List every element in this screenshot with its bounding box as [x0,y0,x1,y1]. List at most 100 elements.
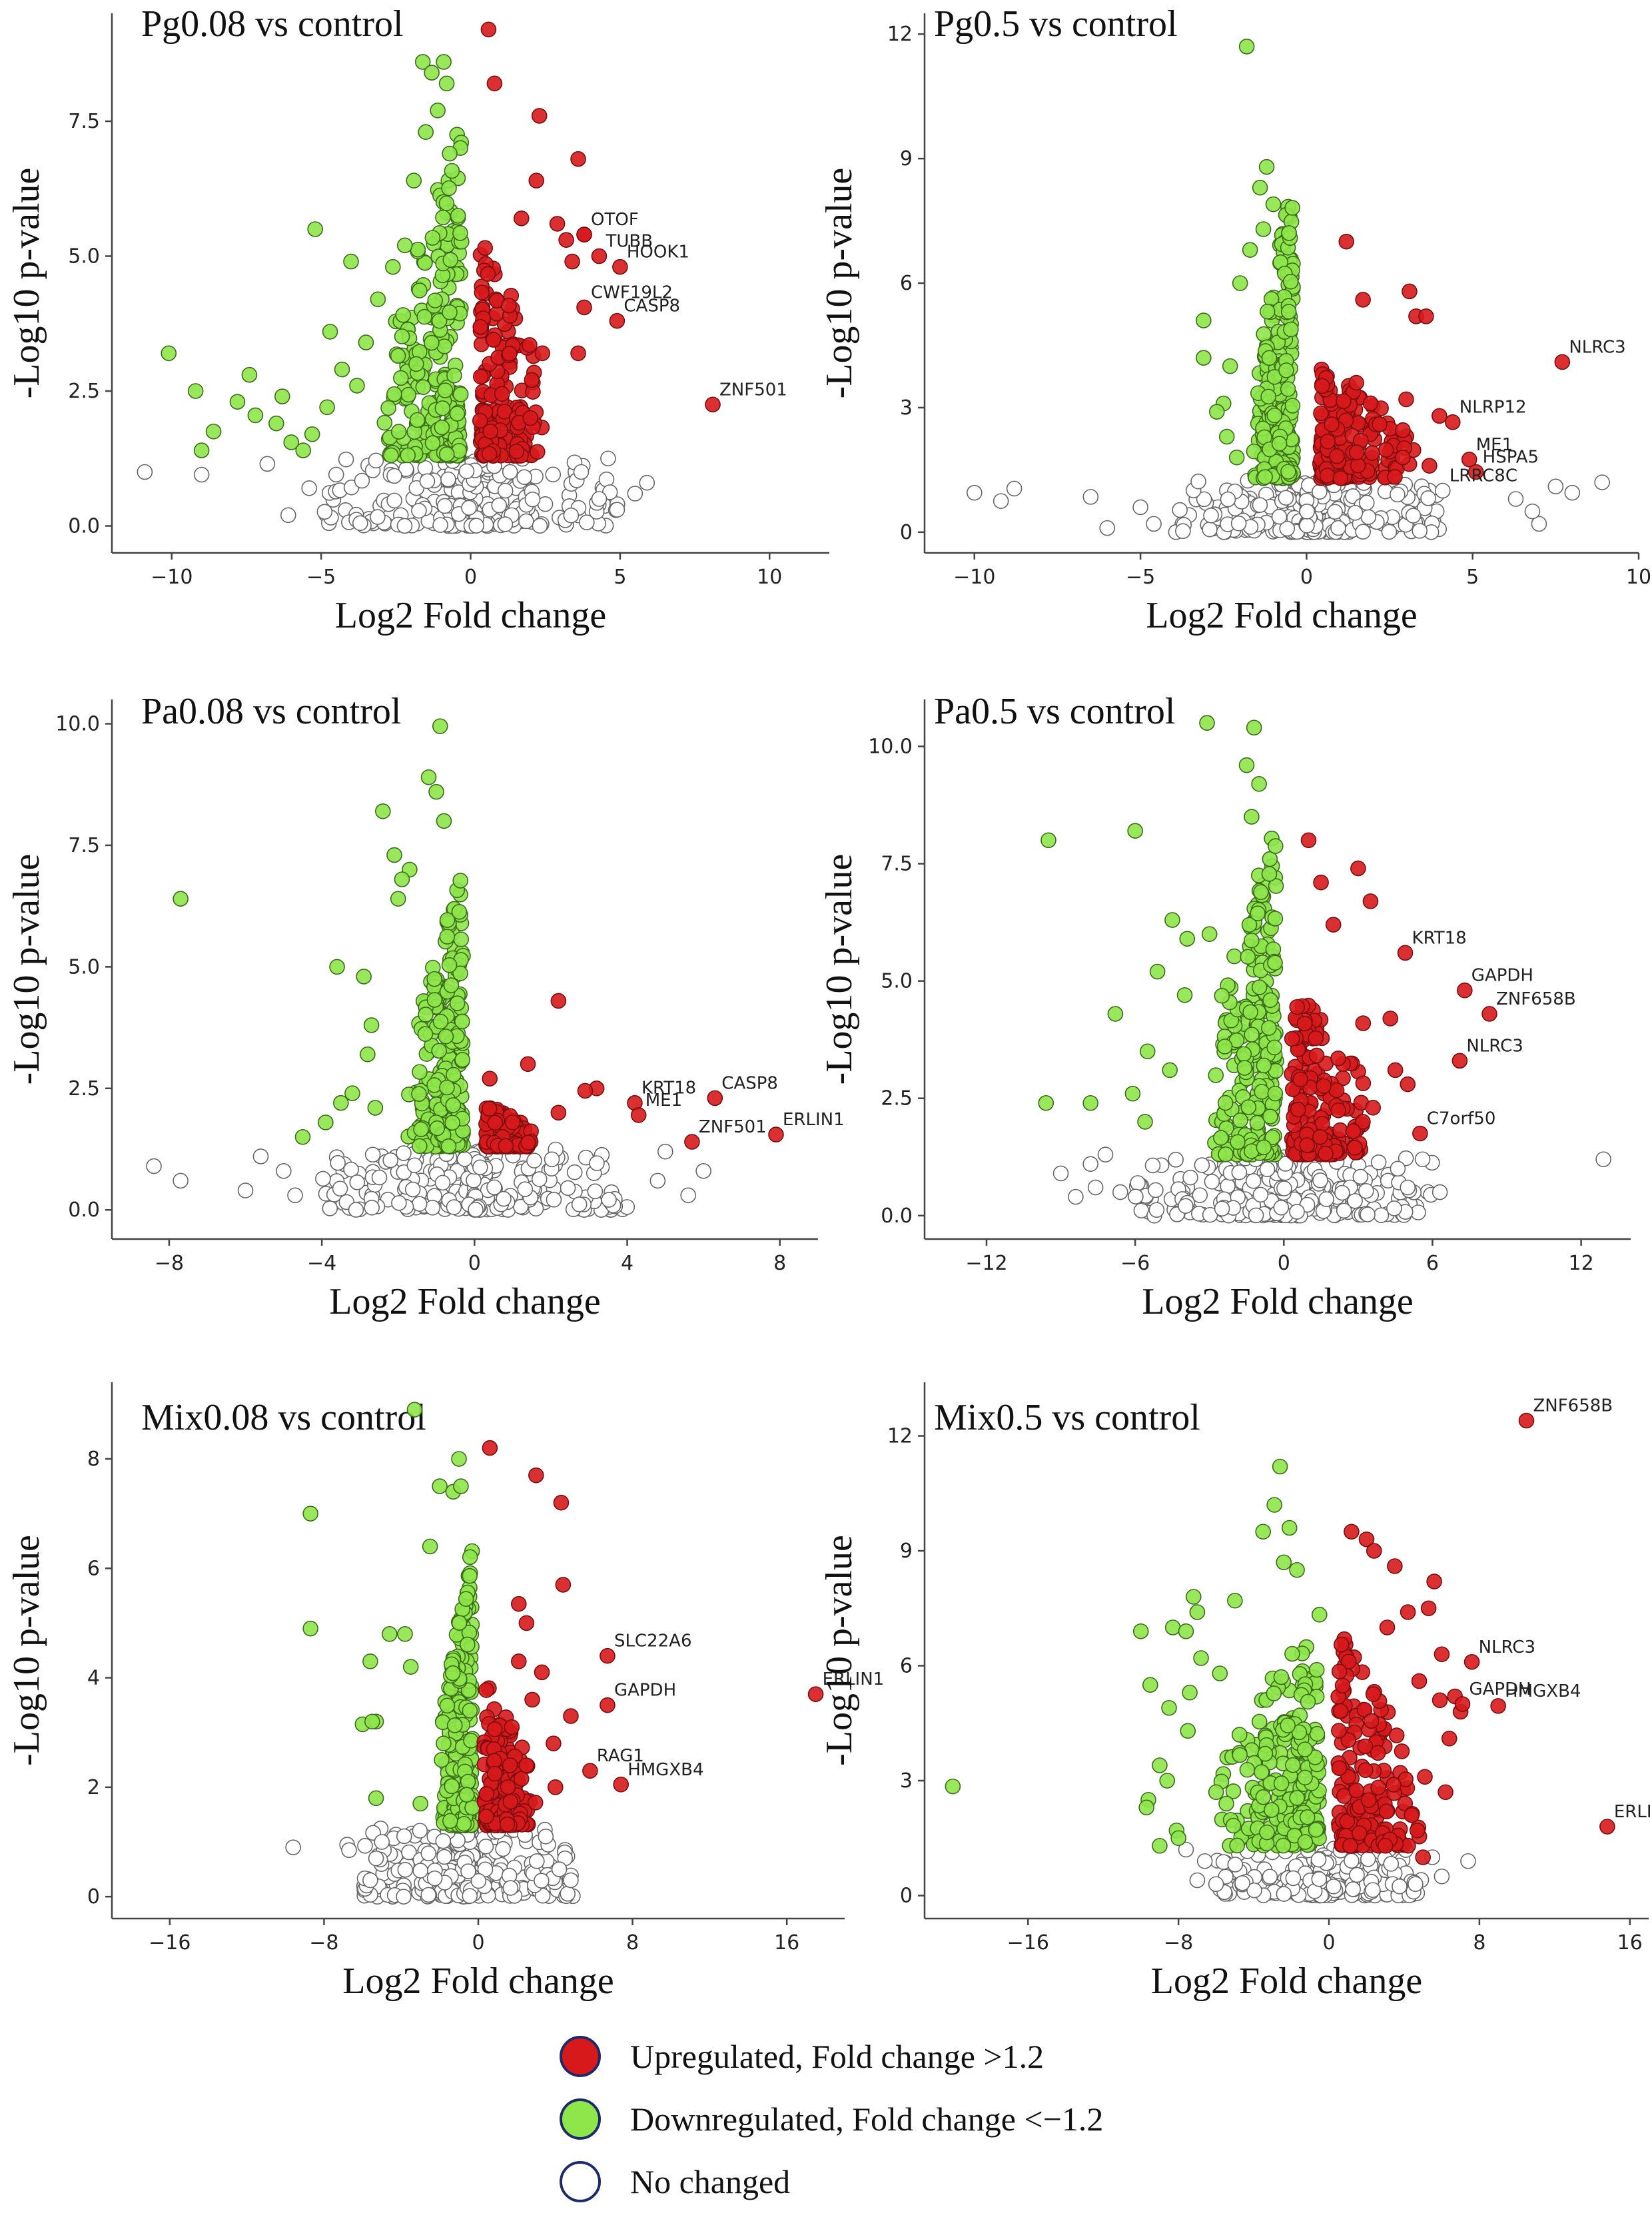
point-up [1331,1723,1347,1739]
point-up [518,1757,535,1773]
point-up [550,1105,567,1121]
point-down [1176,987,1193,1003]
point-down [438,1028,454,1045]
point-up [486,1765,503,1782]
point-down [1281,1520,1298,1536]
point-unchanged [1189,1872,1206,1889]
point-down [436,813,452,829]
point-unchanged [374,1834,390,1850]
point-up [1316,1078,1332,1095]
y-tick-label: 6 [900,1655,913,1678]
point-down [274,388,290,404]
point-up [510,1653,527,1669]
point-unchanged [1365,1882,1381,1898]
point-unchanged [566,1164,583,1180]
point-down [1255,1789,1272,1805]
point-down [440,1138,457,1154]
point-down [1179,931,1196,947]
point-up [1344,1524,1360,1540]
point-down [1251,1713,1268,1730]
point-unchanged [516,469,532,485]
point-down [329,959,345,975]
point-unchanged [396,1828,412,1845]
point-unchanged [137,464,153,480]
point-up [1320,434,1336,450]
x-tick-label: 0 [464,566,477,589]
point-unchanged [1310,1851,1327,1868]
point-down [1282,274,1299,290]
point-down [414,54,431,70]
point-unchanged [1276,1180,1292,1196]
x-axis-title: Log2 Fold change [1142,1281,1413,1322]
point-up [501,297,517,314]
point-unchanged [526,1152,542,1168]
point-down [343,253,359,270]
point-unchanged [1336,1202,1352,1219]
panel-title: Pg0.5 vs control [934,3,1178,45]
x-tick-label: −16 [149,1931,191,1955]
point-down [409,412,426,428]
y-tick-label: 10.0 [868,735,913,758]
point-unchanged [1412,523,1428,539]
point-down [1170,1830,1186,1847]
point-unchanged [1252,497,1268,513]
point-down [406,173,422,189]
point-up [1289,999,1306,1015]
point-down [1299,1809,1316,1825]
point-up [570,345,586,362]
point-unchanged [1148,1182,1164,1198]
point-down [1240,1099,1257,1115]
point-down [1261,866,1278,882]
point-up [1387,469,1403,485]
point-unchanged [1172,502,1188,518]
point-down [1283,321,1299,338]
y-tick-label: 5.0 [881,970,913,993]
point-down [1242,242,1258,258]
point-up [1420,1600,1437,1617]
point-unchanged [495,1841,511,1857]
point-unchanged [966,484,983,501]
point-down [462,1549,478,1565]
point-up [1364,445,1380,461]
gene-label-hmgxb4: HMGXB4 [1505,1681,1581,1701]
point-down [161,345,177,362]
point-unchanged [1299,518,1315,534]
panel-3: −8 −4 0 4 8 0.0 2.5 5.0 7.5 10.0 Log2 Fold change -… [6,691,845,1322]
point-up [524,1691,540,1708]
point-down [429,1120,446,1136]
point-unchanged [396,1889,412,1905]
point-unchanged [1594,474,1610,490]
point-unchanged [1146,516,1162,532]
point-unchanged [1220,491,1236,508]
point-unchanged [1128,1188,1144,1204]
point-unchanged [1334,1184,1350,1201]
point-unchanged [579,514,595,531]
point-down [406,1402,423,1418]
point-up [528,1467,544,1484]
point-down [439,1079,455,1096]
x-tick-label: 5 [1466,566,1479,589]
point-down [426,971,442,987]
point-down [368,1790,384,1807]
point-down [1164,1619,1181,1635]
point-down [456,1815,472,1832]
gene-label-casp8: CASP8 [623,296,680,316]
point-unchanged [456,1151,473,1167]
point-up [1360,1792,1377,1809]
point-up [1365,1099,1381,1116]
point-unchanged [468,1201,484,1218]
point-unchanged [1405,508,1422,524]
x-tick-label: −5 [1126,566,1155,589]
point-unchanged [639,474,655,491]
point-down [434,1751,450,1768]
point-down [417,1026,434,1042]
point-unchanged [364,1199,380,1216]
point-up [1331,1663,1348,1679]
point-unchanged [349,1174,366,1190]
point-unchanged [1347,504,1364,521]
y-tick-label: 0.0 [68,515,100,538]
point-up [1434,1646,1450,1663]
point-down [1265,196,1282,213]
point-down [418,124,434,140]
point-down [431,1043,447,1059]
